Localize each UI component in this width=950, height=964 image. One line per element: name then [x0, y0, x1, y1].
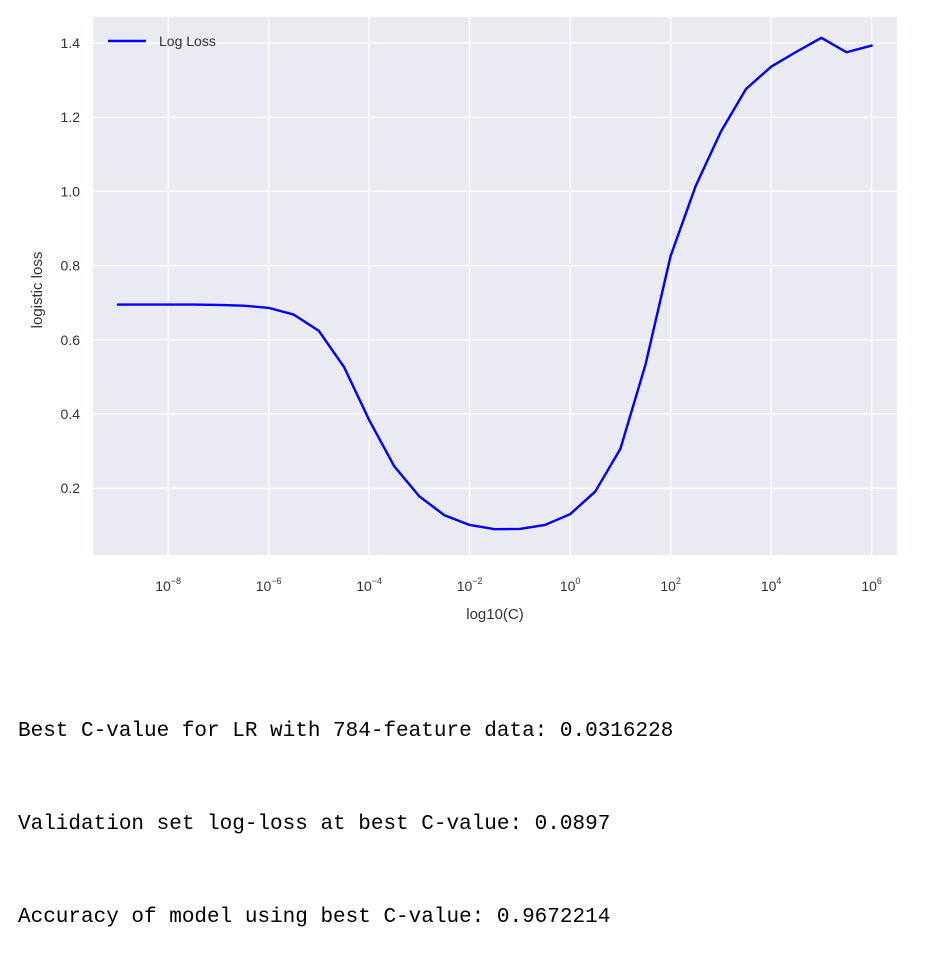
- legend: Log Loss: [108, 33, 216, 49]
- x-tick-label: 10−8: [155, 576, 181, 594]
- series-line-log-loss: [116, 36, 873, 531]
- y-tick-label: 1.2: [61, 109, 81, 125]
- chart: 10−8 10−6 10−4 10−2 100 102 104 106 0.20.40.60.…: [29, 17, 897, 623]
- x-tick-label: 104: [761, 576, 782, 594]
- y-axis-label: logistic loss: [29, 252, 46, 329]
- x-tick-base: 10: [861, 578, 877, 594]
- y-tick-labels: 0.2 0.4 0.6 0.8 1.0 1.2 1.4: [61, 35, 81, 496]
- output-line-accuracy: Accuracy of model using best C-value: 0.…: [18, 906, 611, 929]
- x-tick-label: 106: [861, 576, 882, 594]
- x-tick-exponent: −2: [472, 576, 482, 586]
- x-tick-exponent: −4: [372, 576, 382, 586]
- x-tick-base: 10: [560, 578, 576, 594]
- x-tick-base: 10: [155, 578, 171, 594]
- x-tick-label: 10−4: [356, 576, 382, 594]
- x-tick-exponent: 0: [575, 576, 580, 586]
- y-tick-label: 0.6: [61, 332, 81, 348]
- x-tick-label: 10−6: [256, 576, 282, 594]
- y-tick-label: 1.0: [61, 183, 81, 199]
- x-tick-exponent: 6: [877, 576, 882, 586]
- x-tick-exponent: 2: [676, 576, 681, 586]
- x-tick-labels: 10−8 10−6 10−4 10−2 100 102 104 106: [155, 576, 882, 594]
- legend-label-log-loss: Log Loss: [159, 33, 216, 49]
- x-tick-base: 10: [457, 578, 473, 594]
- y-tick-label: 1.4: [61, 35, 81, 51]
- x-tick-label: 100: [560, 576, 581, 594]
- x-tick-base: 10: [660, 578, 676, 594]
- x-tick-label: 10−2: [457, 576, 483, 594]
- x-tick-base: 10: [356, 578, 372, 594]
- output-line-validation-logloss: Validation set log-loss at best C-value:…: [18, 813, 611, 836]
- plot-area: [93, 17, 897, 555]
- output-line-best-c: Best C-value for LR with 784-feature dat…: [18, 720, 674, 743]
- x-tick-base: 10: [761, 578, 777, 594]
- y-tick-label: 0.2: [61, 480, 81, 496]
- x-tick-exponent: −8: [171, 576, 181, 586]
- x-tick-exponent: −6: [271, 576, 281, 586]
- grid-lines: [93, 17, 897, 555]
- x-tick-base: 10: [256, 578, 272, 594]
- series-layer: [116, 36, 873, 531]
- y-tick-label: 0.8: [61, 258, 81, 274]
- y-tick-label: 0.4: [61, 406, 81, 422]
- x-tick-exponent: 4: [776, 576, 781, 586]
- x-axis-label: log10(C): [466, 606, 524, 623]
- output-text: Best C-value for LR with 784-feature dat…: [18, 654, 673, 964]
- x-tick-label: 102: [660, 576, 681, 594]
